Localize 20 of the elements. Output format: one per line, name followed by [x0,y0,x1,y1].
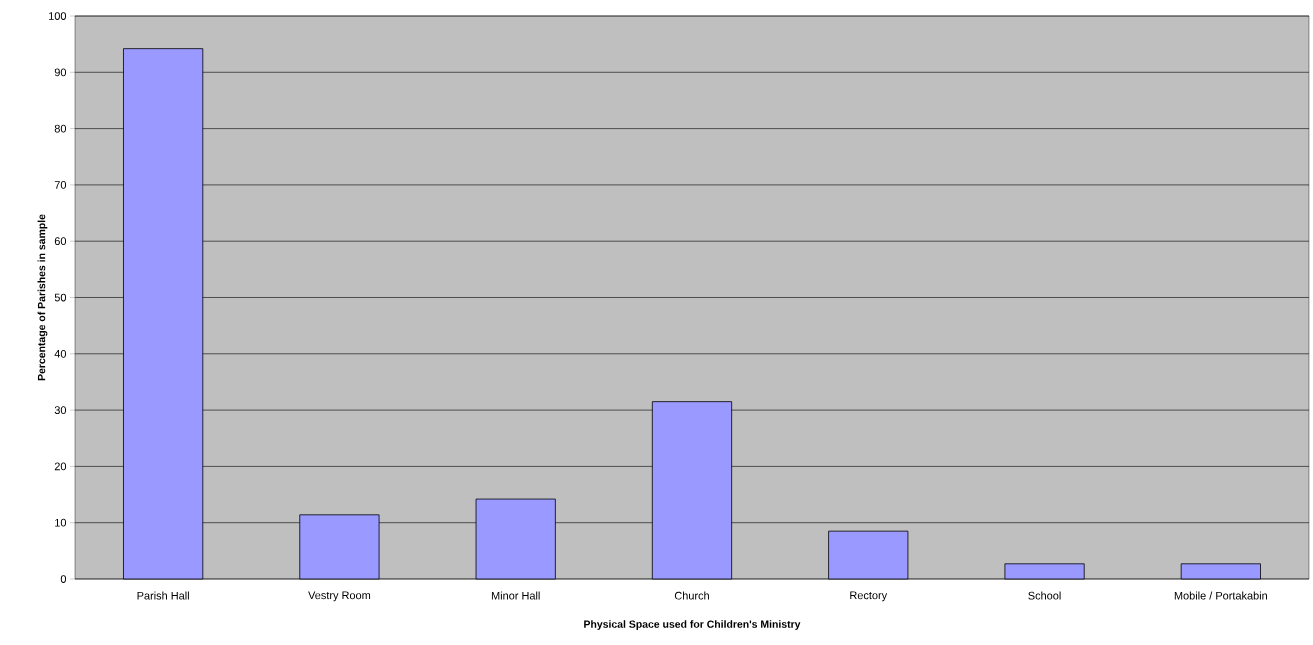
y-tick-label: 30 [54,406,67,414]
y-tick-label: 0 [60,575,67,583]
x-tick-label: Minor Hall [491,591,540,600]
x-tick-label: Vestry Room [308,591,371,602]
y-tick-label: 20 [54,462,67,471]
x-tick-label: Mobile / Portakabin [1174,591,1267,600]
y-tick-label: 10 [55,518,67,527]
y-tick-label: 100 [49,12,67,20]
y-tick-label: 50 [54,293,67,302]
x-tick-label: Church [674,591,709,600]
x-tick-label: School [1028,591,1061,600]
x-tick-label: Parish Hall [137,591,189,600]
y-tick-label: 60 [54,237,67,246]
y-tick-label: 80 [54,124,67,133]
y-axis-title: Percentage of Parishes in sample [37,214,48,381]
y-tick-label: 40 [54,349,67,358]
y-tick-label: 70 [54,181,67,189]
x-axis-title: Physical Space used for Children's Ministry [584,620,801,630]
y-tick-label: 90 [54,68,67,77]
x-tick-label: Rectory [850,591,888,602]
